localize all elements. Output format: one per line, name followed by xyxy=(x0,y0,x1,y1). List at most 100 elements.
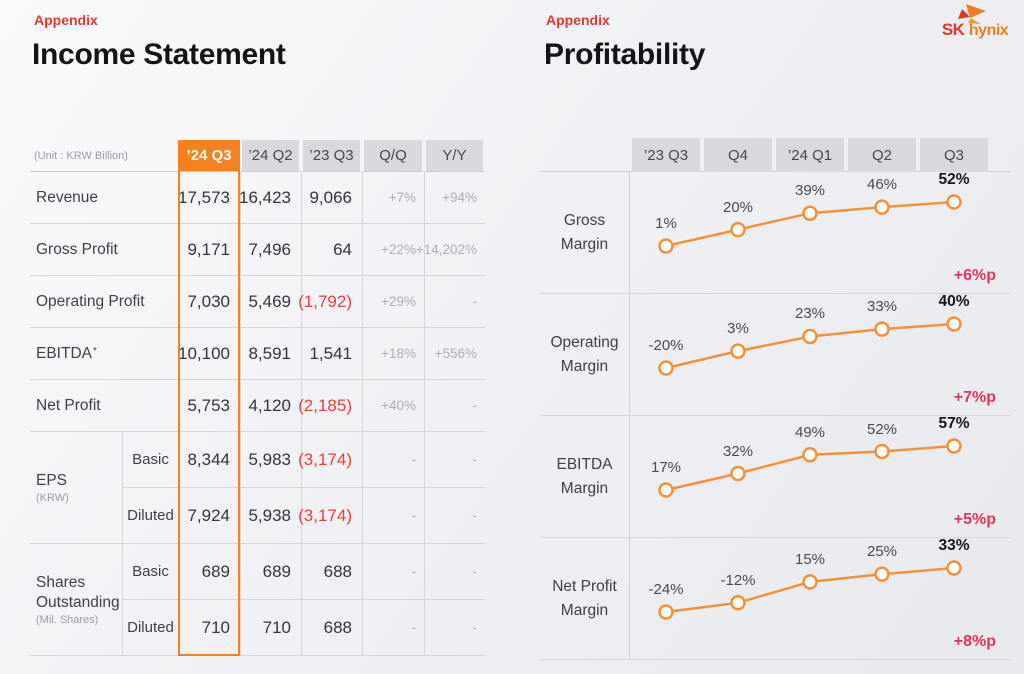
table-cell: 9,171 xyxy=(178,224,240,276)
row-label-ebitda: EBITDA * xyxy=(30,328,178,380)
data-point-label: 23% xyxy=(794,305,826,323)
right-page-title: Profitability xyxy=(544,38,706,71)
subrow-label-basic: Basic xyxy=(122,544,178,600)
chart-row-ebitda-margin: EBITDA Margin 17% 32% 49% 52% 57% +5%p xyxy=(540,415,1010,538)
column-header-24q2: ’24 Q2 xyxy=(240,140,301,172)
table-cell: 710 xyxy=(178,600,240,656)
table-cell: 5,983 xyxy=(240,432,301,488)
data-point-marker xyxy=(658,360,674,376)
chart-column-header-row: ’23 Q3 Q4 ’24 Q1 Q2 Q3 xyxy=(540,138,1010,172)
table-cell: 5,938 xyxy=(240,488,301,544)
chart-row-gross-margin: Gross Margin 1% 20% 39% 46% 52% +6%p xyxy=(540,171,1010,294)
data-point-label: 32% xyxy=(722,442,754,460)
data-point-marker xyxy=(874,566,890,582)
shares-unit-label: (Mil. Shares) xyxy=(36,613,99,626)
row-label-net-profit: Net Profit xyxy=(30,380,178,432)
table-cell: - xyxy=(424,488,485,544)
data-point-label: 46% xyxy=(866,176,898,194)
chart-column-header-q3: Q3 xyxy=(920,138,988,172)
column-header-qq: Q/Q xyxy=(362,140,424,172)
table-cell: 7,030 xyxy=(178,276,240,328)
table-cell: - xyxy=(424,380,485,432)
data-point-marker xyxy=(874,443,890,460)
margin-line-chart: 17% 32% 49% 52% 57% xyxy=(630,415,1010,538)
chart-row-net-profit-margin: Net Profit Margin -24% -12% 15% 25% 33% +8%p xyxy=(540,537,1010,660)
data-point-marker xyxy=(802,328,818,345)
chart-row-label: Operating Margin xyxy=(540,294,630,415)
table-cell: - xyxy=(362,544,424,600)
subrow-label-basic: Basic xyxy=(122,432,178,488)
data-point-label: 3% xyxy=(727,320,749,338)
table-cell: 688 xyxy=(301,544,362,600)
data-point-label: 25% xyxy=(866,543,898,561)
data-point-marker xyxy=(658,238,674,254)
data-point-label: 39% xyxy=(794,182,826,200)
table-cell: 689 xyxy=(178,544,240,600)
column-header-yy: Y/Y xyxy=(424,140,485,172)
table-cell: +14,202% xyxy=(416,224,485,276)
table-cell: - xyxy=(424,432,485,488)
data-point-marker xyxy=(730,221,746,238)
data-point-label: -12% xyxy=(720,571,756,589)
data-point-marker xyxy=(730,594,746,611)
data-point-marker xyxy=(874,199,890,215)
table-cell: 10,100 xyxy=(178,328,240,380)
group-label-eps: EPS (KRW) xyxy=(30,432,122,544)
data-point-label: 20% xyxy=(722,198,754,216)
table-cell: (1,792) xyxy=(298,276,362,328)
data-point-label: 15% xyxy=(794,550,826,568)
delta-badge: +5%p xyxy=(953,511,996,528)
table-cell: 5,753 xyxy=(178,380,240,432)
left-page-title: Income Statement xyxy=(32,38,286,71)
data-point-label: 57% xyxy=(938,415,970,432)
eps-unit-label: (KRW) xyxy=(36,492,69,505)
data-point-marker xyxy=(802,574,818,590)
table-cell: 64 xyxy=(301,224,362,276)
table-cell: 1,541 xyxy=(301,328,362,380)
data-point-label: -20% xyxy=(648,337,684,354)
footnote-marker: * xyxy=(92,346,97,357)
data-point-marker xyxy=(730,465,746,482)
data-point-marker xyxy=(658,604,674,620)
margin-line-chart: -24% -12% 15% 25% 33% xyxy=(630,537,1010,660)
data-point-marker xyxy=(658,482,674,498)
table-cell: 7,924 xyxy=(178,488,240,544)
data-point-marker xyxy=(946,438,962,454)
table-cell: (3,174) xyxy=(298,488,362,544)
chart-column-header-24q1: ’24 Q1 xyxy=(776,138,844,172)
column-header-24q3: ’24 Q3 xyxy=(178,140,240,172)
right-eyebrow: Appendix xyxy=(546,12,610,28)
data-point-label: 1% xyxy=(655,215,677,232)
chart-row-label: Net Profit Margin xyxy=(540,538,630,659)
subrow-label-diluted: Diluted xyxy=(122,488,178,544)
data-point-marker xyxy=(946,316,962,332)
table-cell: +40% xyxy=(362,380,424,432)
table-cell: +94% xyxy=(424,172,485,224)
unit-label: (Unit : KRW Billion) xyxy=(30,140,178,172)
data-point-label: 52% xyxy=(938,171,970,188)
chart-column-header-q4: Q4 xyxy=(704,138,772,172)
row-label-operating-profit: Operating Profit xyxy=(30,276,178,328)
data-point-label: 33% xyxy=(938,537,970,554)
eps-label: EPS xyxy=(36,471,68,489)
table-cell: - xyxy=(424,600,485,656)
table-cell: - xyxy=(424,276,485,328)
chart-row-operating-margin: Operating Margin -20% 3% 23% 33% 40% +7%p xyxy=(540,293,1010,416)
group-label-shares-outstanding: Shares Outstanding (Mil. Shares) xyxy=(30,544,122,656)
table-cell: +556% xyxy=(424,328,485,380)
chart-row-label: Gross Margin xyxy=(540,172,630,293)
table-cell: 710 xyxy=(240,600,301,656)
table-cell: - xyxy=(362,432,424,488)
table-cell: - xyxy=(362,488,424,544)
table-cell: (2,185) xyxy=(298,380,362,432)
chart-row-label: EBITDA Margin xyxy=(540,416,630,537)
chart-column-header-23q3: ’23 Q3 xyxy=(632,138,700,172)
table-cell: 4,120 xyxy=(240,380,301,432)
row-label-gross-profit: Gross Profit xyxy=(30,224,178,276)
data-point-marker xyxy=(802,447,818,463)
delta-badge: +7%p xyxy=(953,389,996,406)
trend-line-svg xyxy=(658,316,962,376)
margin-line-chart: -20% 3% 23% 33% 40% xyxy=(630,293,1010,416)
margin-line-chart: 1% 20% 39% 46% 52% xyxy=(630,171,1010,294)
